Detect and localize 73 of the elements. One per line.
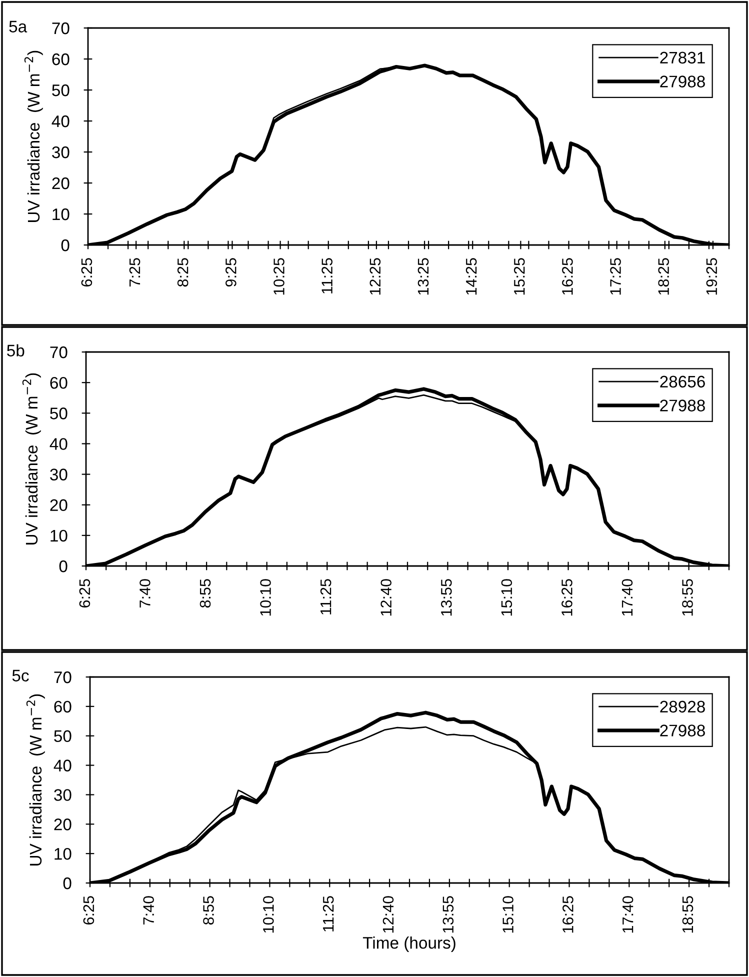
y-tick-label: 30 (52, 146, 70, 158)
x-tick-label: 17:40 (622, 896, 634, 933)
legend-label: 27988 (660, 76, 705, 88)
x-tick-label: 19:25 (706, 258, 718, 295)
x-tick-label: 7:40 (143, 896, 154, 924)
legend-label: 28928 (660, 700, 705, 713)
x-tick-label: 14:25 (466, 258, 477, 295)
y-tick-label: 20 (54, 818, 72, 830)
y-tick-label: 30 (50, 468, 68, 480)
x-tick-label: 16:25 (562, 896, 574, 933)
y-tick-label: 20 (52, 177, 70, 190)
x-tick-label: 6:25 (83, 896, 94, 924)
x-tick-label: 7:25 (129, 258, 140, 286)
y-tick-label: 50 (52, 84, 70, 96)
x-axis-title: Time (hours) (362, 936, 456, 952)
y-tick-label: 10 (52, 208, 70, 220)
y-axis-title: UV irradiance (W m$^{−2}$) (26, 694, 45, 866)
x-tick-label: 15:10 (501, 579, 512, 616)
legend-label: 27988 (660, 400, 705, 412)
x-tick-label: 17:25 (610, 258, 621, 295)
x-tick-label: 16:25 (562, 579, 572, 616)
x-tick-label: 16:25 (562, 258, 573, 295)
x-tick-label: 8:55 (200, 579, 211, 608)
x-tick-label: 7:40 (140, 579, 150, 608)
x-tick-label: 18:55 (682, 579, 693, 616)
y-tick-label: 0 (63, 877, 72, 890)
y-tick-label: 30 (54, 789, 72, 801)
legend-label: 27831 (660, 52, 705, 64)
y-axis-title: UV irradiance (W m$^{−2}$) (24, 50, 43, 222)
legend-label: 28656 (660, 376, 705, 388)
x-tick-label: 15:25 (514, 258, 525, 295)
x-tick-label: 11:25 (322, 896, 334, 932)
x-tick-label: 10:10 (263, 896, 274, 933)
x-tick-label: 12:40 (380, 579, 392, 616)
x-tick-label: 12:25 (370, 258, 381, 295)
y-tick-label: 70 (52, 22, 70, 34)
x-tick-label: 10:25 (274, 258, 284, 295)
y-axis-title: UV irradiance (W m$^{−2}$) (22, 373, 41, 544)
chart-title: 5c (12, 670, 29, 682)
x-tick-label: 13:55 (440, 579, 452, 616)
y-tick-label: 70 (50, 346, 68, 358)
y-tick-label: 50 (50, 408, 68, 420)
x-tick-label: 6:25 (79, 579, 90, 608)
y-tick-label: 40 (54, 760, 72, 772)
y-tick-label: 0 (61, 239, 70, 252)
y-tick-label: 60 (50, 376, 68, 389)
y-tick-label: 40 (50, 438, 68, 450)
y-tick-label: 40 (52, 115, 70, 128)
y-tick-label: 20 (50, 499, 68, 512)
chart-title: 5b (7, 344, 24, 356)
x-tick-label: 8:55 (203, 896, 214, 925)
y-tick-label: 60 (54, 700, 72, 713)
y-tick-label: 50 (54, 730, 72, 742)
x-tick-label: 8:25 (177, 258, 188, 287)
x-tick-label: 17:40 (622, 579, 633, 616)
chart-title: 5a (9, 20, 28, 32)
x-tick-label: 10:10 (260, 579, 271, 616)
x-tick-label: 9:25 (226, 258, 236, 287)
x-tick-label: 11:25 (320, 579, 332, 614)
y-tick-label: 10 (54, 848, 72, 860)
x-tick-label: 11:25 (322, 258, 332, 294)
x-tick-label: 13:25 (418, 258, 429, 295)
x-tick-label: 15:10 (502, 896, 514, 933)
y-tick-label: 0 (59, 560, 68, 572)
y-tick-label: 70 (54, 671, 72, 684)
y-tick-label: 60 (52, 53, 70, 66)
x-tick-label: 13:55 (442, 896, 454, 933)
x-tick-label: 18:55 (682, 896, 694, 933)
x-tick-label: 6:25 (81, 258, 92, 286)
x-tick-label: 12:40 (382, 896, 394, 933)
y-tick-label: 10 (50, 530, 68, 542)
x-tick-label: 18:25 (658, 258, 670, 295)
legend-label: 27988 (660, 724, 705, 736)
